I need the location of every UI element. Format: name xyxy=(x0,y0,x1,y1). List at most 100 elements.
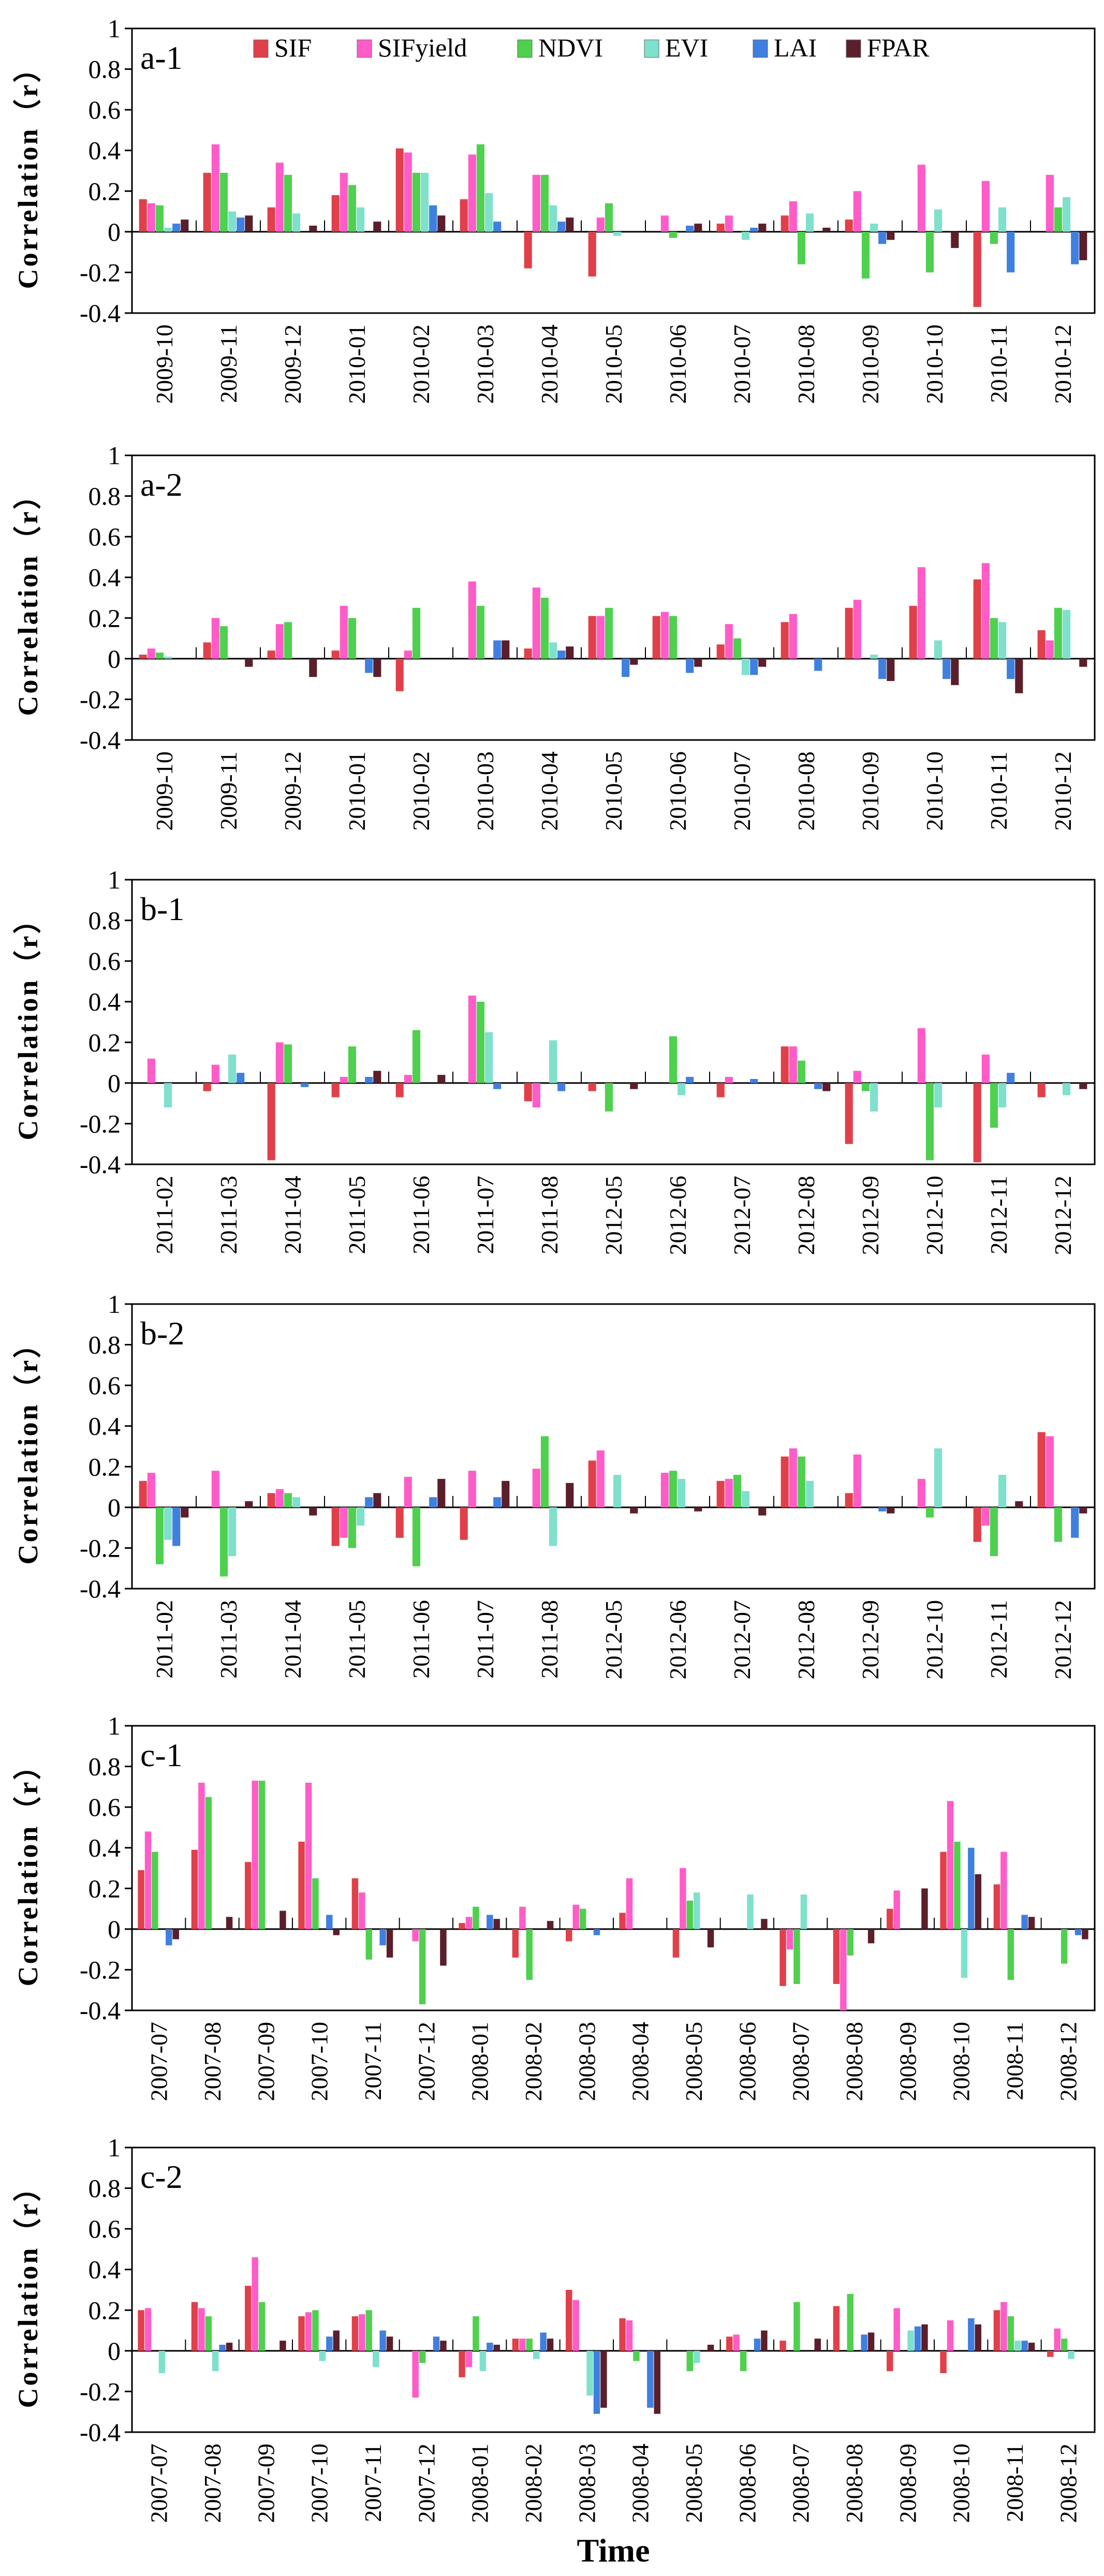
x-tick-label: 2012-07 xyxy=(729,1600,755,1679)
x-tick-label: 2010-03 xyxy=(472,324,498,404)
bar-evi-2008-09 xyxy=(907,2330,914,2351)
bar-sifyield-2012-11 xyxy=(981,1054,990,1083)
bar-lai-2010-06 xyxy=(686,658,694,673)
bar-evi-2008-11 xyxy=(1014,2341,1021,2351)
bar-fpar-2007-09 xyxy=(279,2341,286,2351)
bar-evi-2007-08 xyxy=(212,2350,219,2372)
bar-ndvi-2007-12 xyxy=(419,2350,426,2363)
bar-sifyield-2008-08 xyxy=(840,1929,847,2010)
x-tick-label: 2007-11 xyxy=(360,2444,386,2522)
bar-fpar-2012-06 xyxy=(694,1507,702,1512)
y-tick-label: 0.2 xyxy=(89,1028,121,1057)
bar-sifyield-2012-10 xyxy=(917,1028,925,1083)
bar-lai-2011-03 xyxy=(237,1073,245,1083)
x-tick-label: 2008-06 xyxy=(734,2444,760,2523)
bar-fpar-2010-05 xyxy=(630,658,638,665)
bar-sif-2008-01 xyxy=(459,2350,465,2377)
bar-fpar-2012-08 xyxy=(822,1083,831,1091)
y-tick-label: 0 xyxy=(108,217,121,246)
x-tick-label: 2010-10 xyxy=(921,751,948,831)
x-tick-label: 2008-07 xyxy=(788,2022,814,2101)
bar-fpar-2009-12 xyxy=(309,658,317,677)
bar-sif-2009-12 xyxy=(267,207,275,232)
bar-evi-2012-12 xyxy=(1063,1083,1071,1095)
x-tick-label: 2009-10 xyxy=(151,324,178,404)
bar-sifyield-2010-08 xyxy=(789,201,797,232)
bar-evi-2010-12 xyxy=(1063,610,1071,659)
bar-sifyield-2008-11 xyxy=(1000,1852,1007,1929)
bar-fpar-2010-04 xyxy=(566,646,574,659)
y-tick-label: -0.2 xyxy=(80,685,121,714)
x-tick-label: 2010-07 xyxy=(729,324,755,404)
panel-label: b-2 xyxy=(140,1315,184,1352)
bar-ndvi-2011-07 xyxy=(476,1001,484,1083)
bar-fpar-2012-07 xyxy=(758,1507,767,1516)
x-tick-label: 2010-11 xyxy=(985,324,1012,403)
bar-lai-2008-03 xyxy=(593,2350,600,2414)
y-tick-label: -0.2 xyxy=(80,258,121,287)
bar-fpar-2008-06 xyxy=(761,1919,768,1929)
x-tick-label: 2012-05 xyxy=(600,1176,627,1255)
bar-evi-2010-04 xyxy=(549,642,557,659)
y-axis-title: Correlation（r） xyxy=(12,480,43,716)
bar-sif-2012-12 xyxy=(1037,1432,1046,1507)
x-tick-label: 2008-04 xyxy=(627,2022,654,2101)
bar-sif-2010-10 xyxy=(909,605,917,659)
bar-lai-2012-06 xyxy=(686,1077,694,1083)
y-tick-label: 0.6 xyxy=(89,946,121,975)
bar-sif-2010-07 xyxy=(716,224,725,232)
bar-fpar-2010-09 xyxy=(887,658,895,682)
bar-ndvi-2008-07 xyxy=(793,1929,800,1984)
bar-sifyield-2008-11 xyxy=(1000,2302,1007,2351)
y-tick-label: 0 xyxy=(108,2336,121,2365)
bar-fpar-2007-11 xyxy=(386,2336,393,2351)
bar-fpar-2009-10 xyxy=(181,219,189,232)
bar-sif-2010-04 xyxy=(524,648,532,659)
y-tick-label: 1 xyxy=(108,2133,121,2162)
x-tick-label: 2008-12 xyxy=(1055,2022,1081,2101)
bar-ndvi-2008-11 xyxy=(1007,1929,1014,1980)
bar-sifyield-2008-06 xyxy=(733,2334,740,2351)
x-tick-label: 2010-04 xyxy=(536,324,563,404)
bar-ndvi-2008-08 xyxy=(847,1929,853,1956)
legend-label-sif: SIF xyxy=(274,33,312,62)
bar-lai-2010-08 xyxy=(814,658,822,671)
bar-sif-2010-08 xyxy=(781,215,789,232)
bar-sifyield-2009-11 xyxy=(211,144,219,232)
bar-fpar-2010-07 xyxy=(758,658,767,667)
bar-sifyield-2010-01 xyxy=(340,605,348,659)
bar-sifyield-2008-05 xyxy=(680,1868,686,1929)
bar-sif-2008-08 xyxy=(833,1929,840,1984)
bar-sifyield-2010-07 xyxy=(725,215,733,232)
bar-ndvi-2010-09 xyxy=(861,231,870,279)
y-tick-label: 0 xyxy=(108,1493,121,1522)
x-tick-label: 2010-10 xyxy=(921,324,948,404)
bar-fpar-2012-12 xyxy=(1079,1507,1087,1514)
bar-evi-2010-09 xyxy=(870,224,878,232)
x-tick-label: 2008-07 xyxy=(788,2444,814,2523)
y-tick-label: 0.8 xyxy=(89,1752,121,1781)
bar-fpar-2008-03 xyxy=(600,2350,607,2408)
bar-fpar-2010-01 xyxy=(373,221,381,232)
bar-sifyield-2007-11 xyxy=(359,1892,365,1929)
bar-sif-2007-10 xyxy=(298,2316,305,2351)
bar-fpar-2008-05 xyxy=(707,1929,714,1948)
x-tick-label: 2012-08 xyxy=(793,1176,819,1255)
bar-ndvi-2012-11 xyxy=(990,1083,998,1128)
bar-evi-2008-03 xyxy=(586,2350,593,2396)
bar-sifyield-2012-09 xyxy=(853,1454,861,1507)
x-tick-label: 2008-02 xyxy=(520,2022,547,2101)
bar-sifyield-2007-12 xyxy=(412,2350,419,2398)
x-tick-label: 2011-06 xyxy=(408,1176,434,1254)
bar-sifyield-2010-05 xyxy=(596,217,605,232)
bar-fpar-2008-02 xyxy=(547,2338,554,2351)
bar-sif-2008-02 xyxy=(512,2338,519,2351)
bar-fpar-2010-06 xyxy=(694,224,702,232)
y-tick-label: -0.2 xyxy=(80,1109,121,1138)
bar-ndvi-2010-03 xyxy=(476,144,484,232)
bar-sifyield-2007-08 xyxy=(198,1783,205,1929)
bar-ndvi-2008-07 xyxy=(793,2302,800,2351)
bar-evi-2012-10 xyxy=(934,1448,943,1507)
bar-ndvi-2010-04 xyxy=(540,598,549,659)
bar-lai-2008-09 xyxy=(914,2326,921,2351)
